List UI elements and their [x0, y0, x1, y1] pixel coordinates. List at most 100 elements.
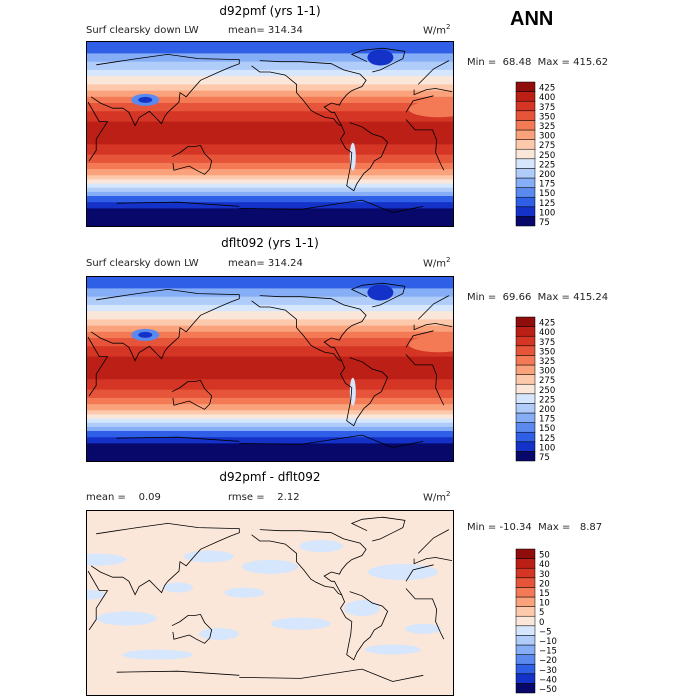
field-blob — [86, 553, 127, 566]
colorbar-tick-label: 300 — [539, 367, 555, 377]
season-label: ANN — [510, 8, 554, 30]
field-band — [86, 169, 454, 176]
field-band — [86, 325, 454, 333]
field-band — [86, 422, 454, 428]
field-band — [86, 319, 454, 327]
colorbar-tick-label: 50 — [539, 551, 550, 561]
coastline — [340, 357, 389, 427]
map-frame — [86, 276, 454, 462]
colorbar-tick-label: 250 — [539, 151, 555, 161]
colorbar-tick-label: 0 — [539, 618, 544, 628]
field-band — [86, 202, 454, 209]
map-panel-2 — [86, 510, 454, 696]
coastline — [90, 288, 453, 362]
coastline — [90, 522, 453, 596]
colorbar-tick-label: 15 — [539, 589, 550, 599]
map-panel-1 — [86, 276, 454, 462]
coastline — [350, 47, 406, 73]
field-blob — [405, 623, 442, 634]
colorbar-tick-label: 200 — [539, 405, 555, 415]
colorbar-tick-label: −20 — [539, 656, 557, 666]
colorbar-box — [515, 148, 536, 160]
panel-title: dflt092 (yrs 1-1) — [221, 236, 319, 250]
coastline — [340, 122, 389, 192]
map-frame — [86, 41, 454, 227]
colorbar-tick-label: 225 — [539, 160, 555, 170]
field-blob — [367, 49, 394, 66]
field-band — [86, 426, 454, 432]
colorbar-0: 7510012515017520022525027530032535037540… — [515, 81, 555, 228]
field-band — [86, 389, 454, 399]
field-band — [86, 304, 454, 312]
colorbar-box — [515, 548, 536, 559]
field-blob — [86, 589, 106, 600]
colorbar-box — [515, 100, 536, 112]
field-band — [86, 208, 454, 227]
coastline — [90, 53, 453, 127]
field-band — [86, 111, 454, 123]
coastline — [87, 95, 445, 171]
coastline — [171, 379, 213, 410]
colorbar-tick-label: −5 — [539, 627, 552, 637]
field-blob — [270, 617, 331, 630]
colorbar-tick-label: 75 — [539, 453, 550, 463]
mean-label: mean= 314.24 — [228, 258, 303, 269]
panel-title: d92pmf (yrs 1-1) — [219, 4, 321, 18]
colorbar-box — [515, 412, 536, 423]
field-background — [86, 510, 454, 696]
coastline — [116, 668, 424, 682]
coastline — [87, 564, 445, 640]
colorbar-box — [515, 355, 536, 366]
colorbar-tick-label: −50 — [539, 685, 557, 695]
colorbar-box — [515, 335, 536, 347]
colorbar-tick-label: 125 — [539, 199, 555, 209]
min-max-label: Min = 68.48 Max = 415.62 — [467, 57, 609, 68]
coastline — [116, 434, 424, 448]
field-band — [86, 183, 454, 189]
colorbar-tick-label: −40 — [539, 675, 557, 685]
coastline — [171, 613, 213, 644]
colorbar-tick-label: 225 — [539, 395, 555, 405]
colorbar-tick-label: 150 — [539, 424, 555, 434]
colorbar-tick-label: 325 — [539, 357, 555, 367]
colorbar-box — [515, 596, 536, 607]
colorbar-tick-label: 20 — [539, 579, 550, 589]
field-band — [86, 414, 454, 420]
field-band — [86, 410, 454, 415]
colorbar-tick-label: 400 — [539, 328, 555, 338]
colorbar-box — [515, 364, 536, 375]
field-band — [86, 404, 454, 411]
colorbar-tick-label: 250 — [539, 386, 555, 396]
units-label: W/m2 — [423, 490, 451, 504]
min-max-label: Min = 69.66 Max = 415.24 — [467, 292, 609, 303]
colorbar-box — [515, 654, 536, 665]
colorbar-box — [515, 673, 536, 684]
colorbar-tick-label: −30 — [539, 666, 557, 676]
colorbar-tick-label: −15 — [539, 647, 557, 657]
colorbar-tick-label: 425 — [539, 84, 555, 94]
colorbar-box — [515, 110, 536, 121]
map-panel-0 — [86, 41, 454, 227]
field-band — [86, 162, 454, 170]
field-blob — [242, 559, 298, 574]
colorbar-box — [515, 374, 536, 385]
colorbar-tick-label: 150 — [539, 189, 555, 199]
colorbar-box — [515, 139, 536, 150]
colorbar-tick-label: 350 — [539, 112, 555, 122]
colorbar-box — [515, 422, 536, 433]
colorbar-tick-label: 375 — [539, 103, 555, 113]
colorbar-box — [515, 558, 536, 569]
field-band — [86, 53, 454, 63]
colorbar-box — [515, 577, 536, 588]
coastline — [116, 199, 424, 213]
colorbar-box — [515, 587, 536, 598]
map-frame — [86, 510, 454, 696]
field-blob — [224, 587, 265, 598]
colorbar-tick-label: 375 — [539, 338, 555, 348]
field-band — [86, 187, 454, 193]
colorbar-box — [515, 403, 536, 414]
coastline — [251, 529, 367, 596]
colorbar-box — [515, 216, 536, 227]
colorbar-box — [515, 383, 536, 395]
field-blob — [344, 600, 380, 617]
